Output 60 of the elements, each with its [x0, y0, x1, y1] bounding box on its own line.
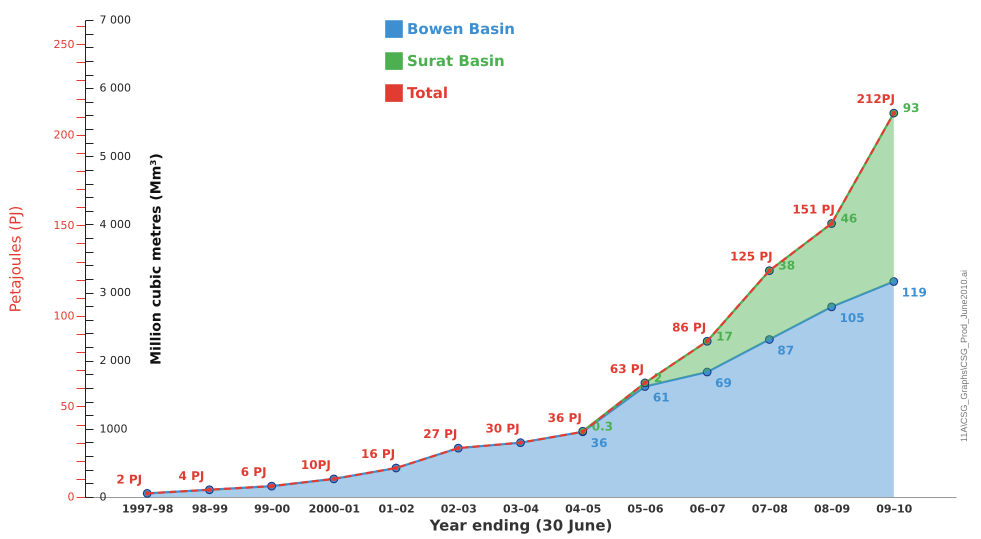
y-tick-label: 250 — [54, 38, 74, 51]
y2-tick-label: 5 000 — [100, 150, 131, 163]
data-label: 30 PJ — [485, 422, 520, 436]
data-label: 4 PJ — [178, 468, 204, 483]
y-tick-label: 200 — [54, 128, 74, 142]
x-axis-title: Year ending (30 June) — [428, 516, 612, 534]
x-tick-label: 98–99 — [192, 502, 228, 516]
data-label: 212PJ — [856, 92, 895, 106]
y2-axis-title: Million cubic metres (Mm³) — [148, 153, 164, 365]
data-label: 6 PJ — [240, 465, 267, 480]
data-label: 119 — [902, 286, 927, 300]
x-tick-label: 08–09 — [814, 502, 850, 516]
data-label: 17 — [716, 329, 733, 344]
data-label: 2 PJ — [116, 472, 142, 486]
data-label: 87 — [777, 343, 794, 358]
y2-tick-label: 1000 — [100, 422, 128, 436]
y-tick-label: 50 — [60, 400, 74, 413]
y2-tick-label: 4 000 — [100, 218, 131, 231]
y2-tick-label: 0 — [100, 490, 106, 504]
x-tick-label: 07–08 — [752, 502, 788, 516]
y2-tick-label: 6 000 — [100, 82, 131, 95]
x-tick-label: 05–06 — [627, 502, 664, 516]
text: 11A\CSG_Graphs\CSG_Prod_June2010.ai — [959, 270, 969, 442]
data-label: 63 PJ — [610, 362, 644, 376]
point — [827, 302, 836, 312]
point — [764, 335, 774, 344]
data-label: 151 PJ — [792, 202, 835, 217]
y2-tick-label: 2 000 — [100, 354, 131, 368]
y2-tick-label: 3 000 — [100, 286, 131, 300]
y-tick-label: 100 — [54, 309, 74, 322]
x-tick-label: 03–04 — [502, 502, 540, 516]
x-tick-label: 02–03 — [440, 502, 477, 516]
legend-label: Bowen Basin — [407, 20, 515, 38]
x-tick-label: 2000–01 — [308, 502, 360, 516]
data-label: 69 — [715, 376, 732, 390]
y-tick-label: 150 — [54, 218, 74, 232]
point — [889, 277, 898, 286]
legend-label: Surat Basin — [407, 52, 505, 70]
y2-tick-label: 7 000 — [100, 14, 131, 26]
data-label: 36 — [590, 436, 608, 450]
x-tick-label: 01–02 — [378, 502, 415, 516]
data-label: 27 PJ — [423, 427, 458, 442]
data-label: 86 PJ — [672, 320, 706, 334]
x-tick-label: 1997–98 — [122, 502, 174, 516]
point — [702, 368, 712, 376]
legend-label: Total — [407, 84, 448, 102]
x-tick-label: 06–07 — [690, 502, 726, 516]
data-label: 16 PJ — [361, 447, 396, 462]
x-tick-label: 04–05 — [565, 502, 602, 516]
data-label: 105 — [840, 310, 865, 325]
x-tick-label: 09–10 — [876, 502, 913, 516]
data-label: 125 PJ — [730, 250, 773, 264]
data-label: 61 — [652, 390, 670, 405]
data-label: 93 — [902, 101, 920, 116]
data-label: 36 PJ — [548, 410, 582, 425]
x-tick-label: 99–00 — [254, 502, 291, 516]
y-tick-label: 0 — [68, 490, 74, 504]
data-label: 10PJ — [300, 458, 331, 472]
y-axis-title: Petajoules (PJ) — [6, 206, 25, 312]
data-label: 46 — [840, 212, 858, 226]
